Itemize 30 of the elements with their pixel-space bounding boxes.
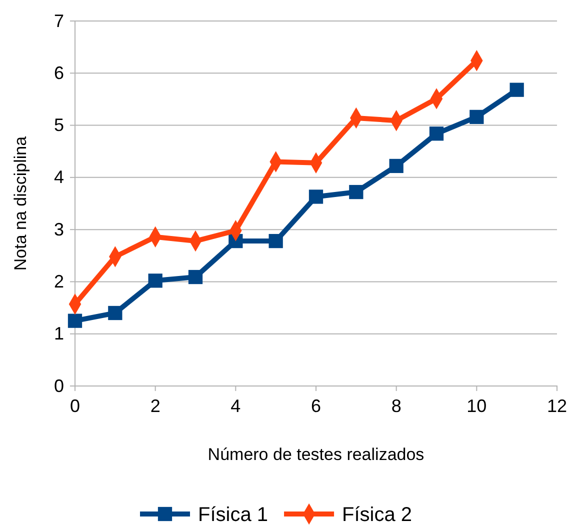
point [389, 158, 404, 174]
x-tick-label: 0 [70, 396, 80, 416]
point [510, 82, 524, 97]
point [429, 126, 444, 141]
point [308, 190, 324, 204]
x-tick-label: 8 [391, 396, 402, 416]
y-tick-label: 0 [54, 376, 64, 396]
legend-label: Física 1 [198, 504, 268, 525]
x-tick-label: 6 [310, 396, 322, 416]
x-tick-label: 10 [466, 396, 487, 416]
y-tick-label: 7 [54, 10, 64, 31]
x-axis-title: Número de testes realizados [208, 445, 424, 464]
point [470, 110, 484, 124]
x-tick-label: 2 [150, 396, 160, 416]
y-axis-title: Nota na disciplina [11, 136, 30, 271]
y-tick-label: 4 [54, 167, 64, 188]
y-tick-label: 1 [54, 324, 64, 344]
point [68, 314, 82, 328]
legend-label: Física 2 [342, 504, 412, 525]
y-tick-label: 3 [54, 219, 64, 240]
y-tick-label: 2 [54, 271, 64, 292]
y-tick-label: 6 [54, 62, 64, 83]
point [349, 184, 364, 200]
point [188, 270, 203, 284]
point [108, 306, 122, 320]
point [148, 274, 162, 288]
y-tick-label: 5 [54, 115, 64, 136]
point [268, 234, 283, 248]
x-tick-label: 12 [546, 396, 568, 416]
x-tick-label: 4 [230, 396, 241, 416]
